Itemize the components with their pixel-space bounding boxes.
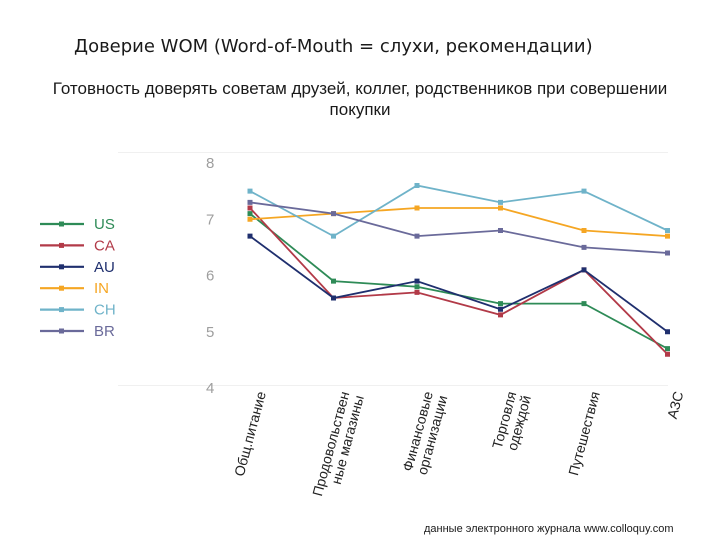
data-point-ch (331, 233, 336, 239)
data-point-au (498, 306, 503, 312)
legend-label-in: IN (94, 280, 109, 297)
data-point-ch (581, 188, 587, 194)
series-line-ca (249, 207, 669, 355)
data-point-au (247, 233, 253, 239)
data-point-us (665, 346, 670, 352)
y-tick-label: 8 (206, 155, 214, 172)
data-point-br (498, 228, 503, 233)
legend-label-us: US (94, 216, 115, 233)
data-point-ca (665, 351, 670, 357)
chart-subtitle: Готовность доверять советам друзей, колл… (52, 79, 668, 119)
source-note: данные электронного журнала www.colloquy… (424, 523, 674, 535)
data-point-in (498, 205, 503, 211)
data-point-us (581, 301, 587, 307)
legend-marker-us (59, 221, 64, 227)
data-point-au (414, 278, 420, 284)
data-point-br (414, 233, 420, 239)
data-point-ca (498, 312, 503, 318)
x-tick-label: Путешествия (565, 390, 603, 478)
series-line-ch (249, 184, 668, 238)
data-point-br (581, 244, 587, 250)
data-point-in (414, 205, 420, 211)
data-point-br (247, 199, 253, 205)
data-point-br (331, 211, 336, 217)
plot-bottom-shadow (118, 385, 668, 386)
x-tick-label: АЗС (664, 390, 687, 421)
legend-marker-ca (59, 242, 64, 248)
data-point-au (331, 295, 336, 301)
legend-label-br: BR (94, 323, 115, 340)
series-line-au (249, 235, 669, 333)
data-point-us (331, 278, 336, 284)
x-tick-label: Общ.питание (231, 389, 269, 477)
data-point-us (498, 301, 503, 307)
data-point-in (247, 216, 253, 222)
y-tick-label: 5 (206, 324, 214, 341)
data-point-ch (247, 188, 253, 194)
data-point-ca (247, 205, 253, 211)
x-tick-label: Продовольственные магазины (309, 390, 367, 502)
data-point-ch (498, 199, 503, 205)
legend-marker-in (59, 285, 64, 291)
legend-marker-ch (59, 307, 64, 313)
data-point-us (414, 284, 420, 290)
legend-label-ca: CA (94, 237, 115, 254)
y-tick-label: 4 (206, 380, 214, 397)
plot-top-shadow (118, 152, 668, 153)
data-point-in (665, 233, 670, 239)
data-point-au (581, 267, 587, 273)
data-point-ch (665, 228, 670, 233)
legend-label-au: AU (94, 259, 115, 276)
y-tick-label: 6 (206, 268, 214, 285)
legend-label-ch: CH (94, 302, 116, 319)
series-line-br (249, 201, 668, 254)
x-tick-label: Торговляодеждой (489, 390, 534, 455)
data-point-au (665, 329, 670, 335)
data-point-br (665, 250, 670, 256)
x-tick-label: Финансовыеорганизации (399, 389, 450, 476)
legend-marker-br (59, 328, 64, 334)
data-point-in (581, 228, 587, 233)
data-point-us (247, 211, 253, 217)
data-point-ch (414, 183, 420, 188)
legend-marker-au (59, 264, 64, 270)
series-line-in (249, 207, 668, 238)
data-point-ca (414, 289, 420, 295)
slide-title: Доверие WOM (Word-of-Mouth = слухи, реко… (74, 36, 593, 57)
y-tick-label: 7 (206, 211, 214, 228)
